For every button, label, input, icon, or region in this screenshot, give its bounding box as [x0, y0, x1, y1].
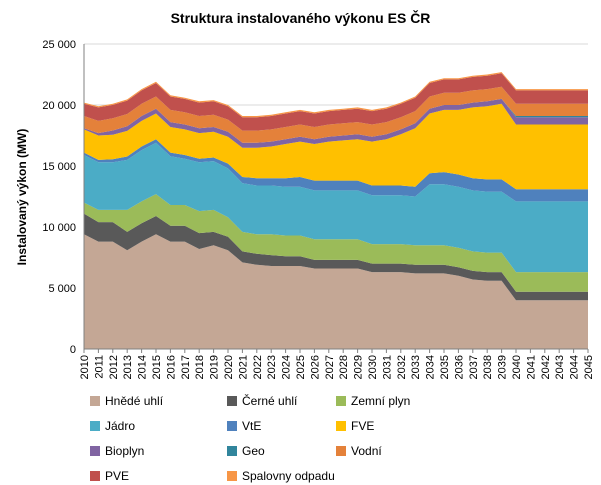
y-tick-label: 5 000	[48, 283, 76, 295]
legend-item: Vodní	[336, 444, 382, 460]
area-bioplyn	[84, 98, 588, 148]
legend-label: FVE	[351, 419, 375, 433]
y-axis-label: Instalovaný výkon (MW)	[15, 129, 29, 266]
area-fve	[84, 103, 588, 190]
x-tick-label: 2013	[122, 355, 134, 379]
area-jadro	[84, 142, 588, 273]
x-tick-label: 2045	[583, 355, 595, 379]
legend-swatch	[227, 471, 237, 481]
y-tick-label: 10 000	[42, 222, 76, 234]
y-tick-label: 20 000	[42, 100, 76, 112]
x-tick-label: 2026	[309, 355, 321, 379]
legend-swatch	[227, 421, 237, 431]
x-tick-label: 2038	[482, 355, 494, 379]
area-cerne-uhli	[84, 213, 588, 301]
legend-swatch	[90, 471, 100, 481]
legend-swatch	[90, 421, 100, 431]
x-tick-label: 2025	[295, 355, 307, 379]
x-tick-label: 2017	[180, 355, 192, 379]
x-tick-label: 2010	[79, 355, 91, 379]
x-tick-label: 2022	[252, 355, 264, 379]
legend-item: FVE	[336, 419, 374, 435]
x-tick-label: 2024	[281, 355, 293, 379]
x-tick-label: 2033	[410, 355, 422, 379]
legend-item: Bioplyn	[90, 444, 144, 460]
legend-item: Černé uhlí	[227, 394, 297, 410]
x-tick-label: 2035	[439, 355, 451, 379]
area-zemni-plyn	[84, 194, 588, 292]
legend-swatch	[227, 446, 237, 456]
x-tick-label: 2014	[137, 355, 149, 379]
x-tick-label: 2029	[353, 355, 365, 379]
area-hnede-uhli	[84, 234, 588, 349]
x-tick-label: 2044	[569, 355, 581, 379]
legend-swatch	[227, 396, 237, 406]
x-tick-label: 2036	[453, 355, 465, 379]
x-tick-label: 2016	[165, 355, 177, 379]
chart-title: Struktura instalovaného výkonu ES ČR	[170, 10, 431, 26]
y-tick-label: 0	[70, 344, 76, 356]
legend-item: Jádro	[90, 419, 135, 435]
y-tick-label: 15 000	[42, 161, 76, 173]
legend-label: PVE	[105, 469, 130, 483]
y-tick-label: 25 000	[42, 39, 76, 51]
x-tick-label: 2041	[525, 355, 537, 379]
x-tick-label: 2018	[194, 355, 206, 379]
area-vodni	[84, 86, 588, 143]
x-tick-label: 2012	[108, 355, 120, 379]
legend-item: Spalovny odpadu	[227, 469, 335, 485]
x-tick-label: 2011	[93, 355, 105, 379]
legend-item: Geo	[227, 444, 265, 460]
x-tick-label: 2021	[237, 355, 249, 379]
legend-label: Geo	[242, 444, 265, 458]
x-tick-label: 2043	[554, 355, 566, 379]
legend-label: Zemní plyn	[351, 394, 411, 408]
legend-item: PVE	[90, 469, 129, 485]
area-pve	[84, 73, 588, 131]
x-tick-label: 2020	[223, 355, 235, 379]
x-tick-label: 2015	[151, 355, 163, 379]
x-tick-label: 2031	[381, 355, 393, 379]
x-tick-label: 2034	[425, 355, 437, 379]
x-tick-label: 2019	[209, 355, 221, 379]
legend-label: Černé uhlí	[242, 394, 298, 408]
legend-swatch	[336, 421, 346, 431]
legend-label: Hnědé uhlí	[105, 394, 164, 408]
legend-label: Spalovny odpadu	[242, 469, 335, 483]
x-tick-label: 2028	[338, 355, 350, 379]
x-tick-label: 2032	[396, 355, 408, 379]
legend-swatch	[336, 446, 346, 456]
x-tick-label: 2023	[266, 355, 278, 379]
legend-swatch	[336, 396, 346, 406]
legend-label: Jádro	[105, 419, 136, 433]
legend-label: VtE	[242, 419, 262, 433]
area-vte	[84, 139, 588, 202]
x-tick-label: 2039	[497, 355, 509, 379]
x-tick-label: 2042	[540, 355, 552, 379]
x-tick-label: 2037	[468, 355, 480, 379]
legend-item: Hnědé uhlí	[90, 394, 163, 410]
x-tick-label: 2040	[511, 355, 523, 379]
x-tick-label: 2030	[367, 355, 379, 379]
x-tick-label: 2027	[324, 355, 336, 379]
legend-item: Zemní plyn	[336, 394, 410, 410]
legend-label: Vodní	[351, 444, 382, 458]
legend-item: VtE	[227, 419, 261, 435]
legend-swatch	[90, 396, 100, 406]
plot-area	[84, 72, 588, 349]
legend-swatch	[90, 446, 100, 456]
legend-label: Bioplyn	[105, 444, 145, 458]
